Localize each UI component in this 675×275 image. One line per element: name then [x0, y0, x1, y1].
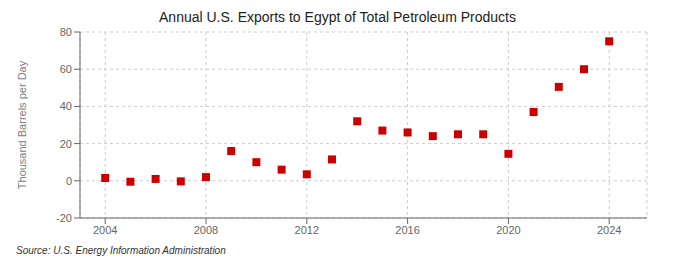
- html-text:Annual U.S. Exports to Egypt o: Annual U.S. Exports to Egypt of Total Pe…: [159, 9, 516, 25]
- svg-text:2008: 2008: [194, 224, 218, 236]
- svg-text:80: 80: [60, 26, 72, 38]
- svg-text:60: 60: [60, 63, 72, 75]
- svg-text:Thousand Barrels per Day: Thousand Barrels per Day: [16, 60, 28, 189]
- svg-text:40: 40: [60, 100, 72, 112]
- svg-text:2012: 2012: [295, 224, 319, 236]
- html-text:Source: U.S. Energy Informatio: Source: U.S. Energy Information Administ…: [16, 245, 226, 256]
- svg-text:-20: -20: [56, 212, 72, 224]
- svg-text:20: 20: [60, 138, 72, 150]
- svg-text:2024: 2024: [597, 224, 621, 236]
- svg-text:2004: 2004: [93, 224, 117, 236]
- svg-text:2020: 2020: [496, 224, 520, 236]
- svg-text:0: 0: [66, 175, 72, 187]
- svg-text:2016: 2016: [395, 224, 419, 236]
